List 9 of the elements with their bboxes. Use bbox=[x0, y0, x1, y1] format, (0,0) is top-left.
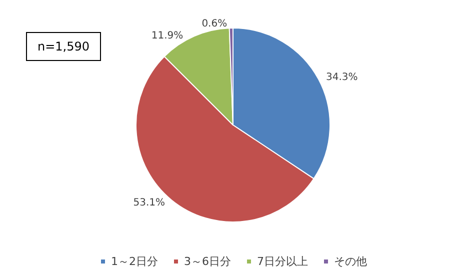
legend-label: 7日分以上 bbox=[257, 255, 308, 268]
legend-label: その他 bbox=[334, 255, 367, 268]
legend-label: 1～2日分 bbox=[111, 255, 158, 268]
data-label: 53.1% bbox=[133, 198, 166, 209]
data-label: 34.3% bbox=[326, 72, 358, 83]
legend-label: 3～6日分 bbox=[184, 255, 231, 268]
data-label: 0.6% bbox=[202, 18, 228, 30]
text: n=1,590 bbox=[37, 40, 90, 54]
data-label: 11.9% bbox=[151, 30, 184, 42]
